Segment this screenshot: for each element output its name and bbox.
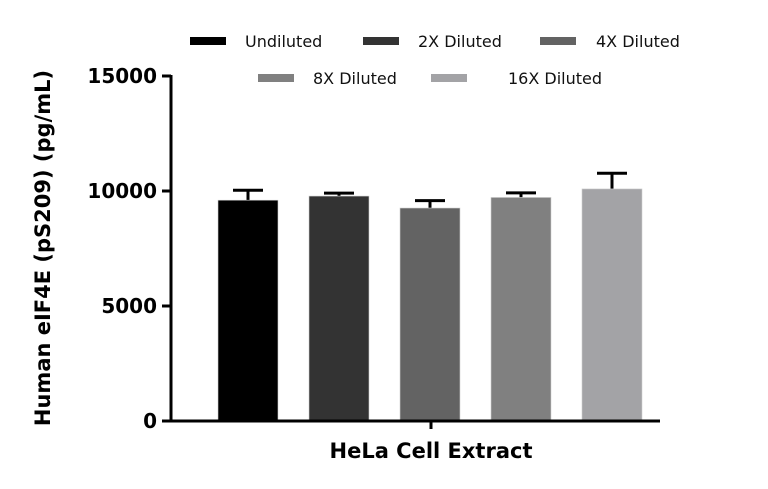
legend-label: 4X Diluted: [596, 32, 680, 51]
bar-4x-diluted: [399, 207, 461, 422]
legend-swatch: [258, 74, 294, 82]
bar-undiluted: [217, 199, 279, 422]
legend-label: 16X Diluted: [508, 69, 602, 88]
legend-swatch: [190, 37, 226, 45]
legend-label: 8X Diluted: [313, 69, 397, 88]
legend-label: Undiluted: [245, 32, 322, 51]
bars: [217, 171, 643, 422]
legend-label: 2X Diluted: [418, 32, 502, 51]
legend: Undiluted 2X Diluted 4X Diluted 8X Diluted 1…: [190, 32, 680, 88]
bar-8x-diluted: [490, 197, 552, 422]
bar-16x-diluted: [581, 188, 643, 422]
bar-2x-diluted: [308, 195, 370, 422]
legend-swatch: [363, 37, 399, 45]
legend-swatch: [431, 74, 467, 82]
legend-swatch: [540, 37, 576, 45]
y-tick-label: 0: [143, 409, 157, 433]
y-tick-label: 5000: [101, 294, 157, 318]
axes: 0 5000 10000 15000: [87, 64, 660, 433]
y-tick-label: 15000: [87, 64, 157, 88]
y-axis-label: Human eIF4E (pS209) (pg/mL): [31, 70, 55, 426]
y-tick-label: 10000: [87, 179, 157, 203]
x-axis-label: HeLa Cell Extract: [330, 439, 533, 463]
